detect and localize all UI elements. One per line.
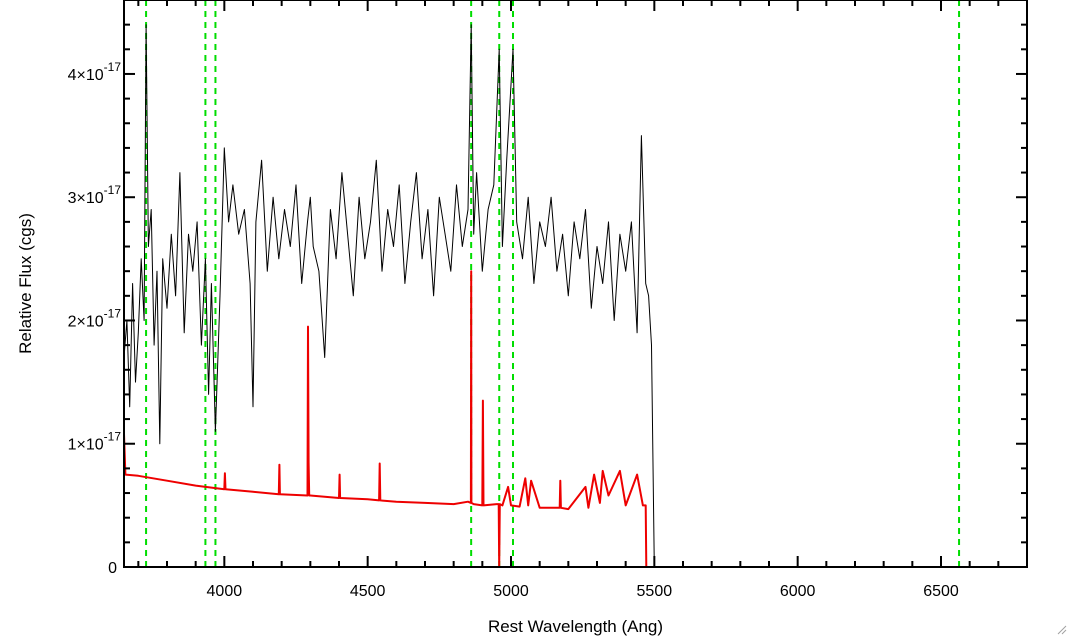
series-1-line — [123, 270, 1027, 568]
x-axis-title: Rest Wavelength (Ang) — [488, 617, 663, 636]
y-tick-exponent: -17 — [104, 430, 122, 444]
y-tick-label: 3×10-17 — [68, 183, 122, 207]
y-tick-mantissa: 2×10 — [68, 313, 104, 330]
y-tick-mantissa: 1×10 — [68, 437, 104, 454]
x-tick-label: 5500 — [637, 583, 673, 600]
y-axis-title: Relative Flux (cgs) — [16, 213, 35, 354]
y-tick-mantissa: 3×10 — [68, 190, 104, 207]
y-tick-label: 0 — [108, 560, 117, 577]
x-tick-label: 6000 — [780, 583, 816, 600]
series-layer — [123, 24, 1027, 568]
y-tick-exponent: -17 — [104, 183, 122, 197]
x-tick-label: 5000 — [493, 583, 529, 600]
y-tick-mantissa: 4×10 — [68, 67, 104, 84]
series-0-line — [123, 24, 1027, 568]
y-tick-label: 2×10-17 — [68, 306, 122, 330]
axes — [123, 0, 1028, 568]
resize-grip-icon[interactable] — [1055, 623, 1067, 635]
x-tick-label: 4500 — [350, 583, 386, 600]
plot-frame — [123, 0, 1028, 568]
x-tick-label: 6500 — [923, 583, 959, 600]
y-tick-exponent: -17 — [104, 60, 122, 74]
y-tick-label: 1×10-17 — [68, 430, 122, 454]
tick-labels: 4000 4500 5000 5500 6000 650001×10-172×10-173… — [68, 60, 959, 600]
y-tick-label: 4×10-17 — [68, 60, 122, 84]
y-tick-exponent: -17 — [104, 306, 122, 320]
x-tick-label: 4000 — [207, 583, 243, 600]
y-tick-mantissa: 0 — [108, 560, 117, 577]
